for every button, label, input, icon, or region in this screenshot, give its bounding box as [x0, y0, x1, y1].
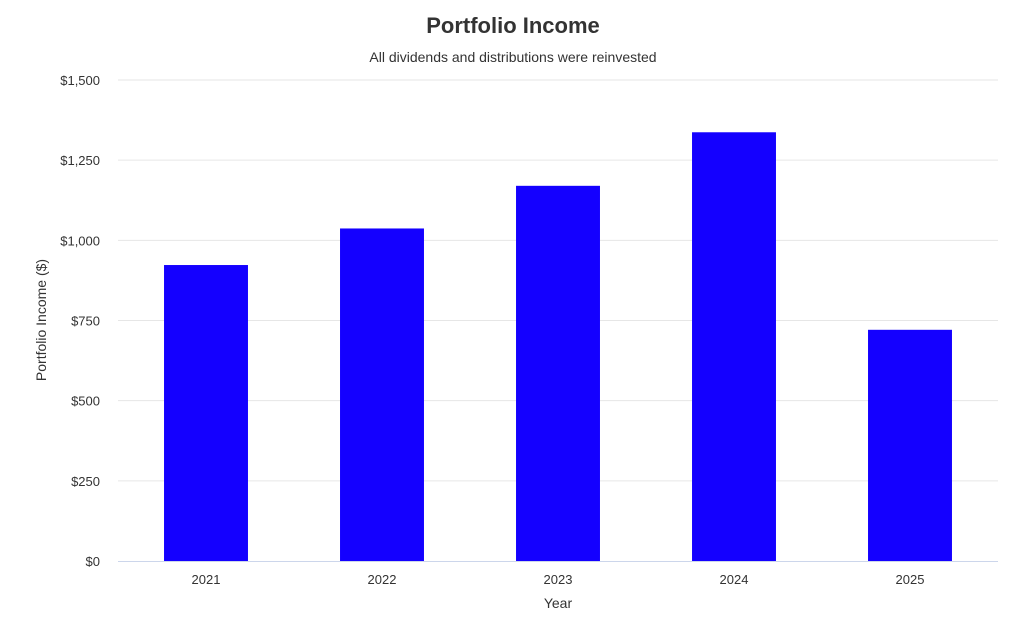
y-axis-title: Portfolio Income ($) — [33, 259, 49, 381]
x-tick-label: 2023 — [544, 572, 573, 587]
y-tick-label: $500 — [71, 394, 100, 409]
y-tick-label: $1,000 — [60, 233, 100, 248]
bar-2024[interactable] — [692, 132, 776, 561]
x-tick-label: 2024 — [720, 572, 749, 587]
bar-2023[interactable] — [516, 185, 600, 561]
y-tick-label: $250 — [71, 474, 100, 489]
bars — [164, 132, 952, 561]
y-tick-label: $0 — [86, 554, 100, 569]
chart-title: Portfolio Income — [426, 13, 600, 38]
x-tick-label: 2021 — [192, 572, 221, 587]
y-axis-tick-labels: $0 $250 $500 $750 $1,000 $1,250 $1,500 — [60, 73, 100, 569]
y-tick-label: $1,250 — [60, 153, 100, 168]
y-tick-label: $750 — [71, 314, 100, 329]
x-axis-tick-labels: 2021 2022 2023 2024 2025 — [192, 572, 925, 587]
x-tick-label: 2022 — [368, 572, 397, 587]
y-tick-label: $1,500 — [60, 73, 100, 88]
bar-2022[interactable] — [340, 228, 424, 561]
x-tick-label: 2025 — [896, 572, 925, 587]
x-axis-title: Year — [544, 595, 573, 611]
bar-2021[interactable] — [164, 265, 248, 561]
chart-subtitle: All dividends and distributions were rei… — [369, 49, 656, 65]
bar-2025[interactable] — [868, 329, 952, 561]
